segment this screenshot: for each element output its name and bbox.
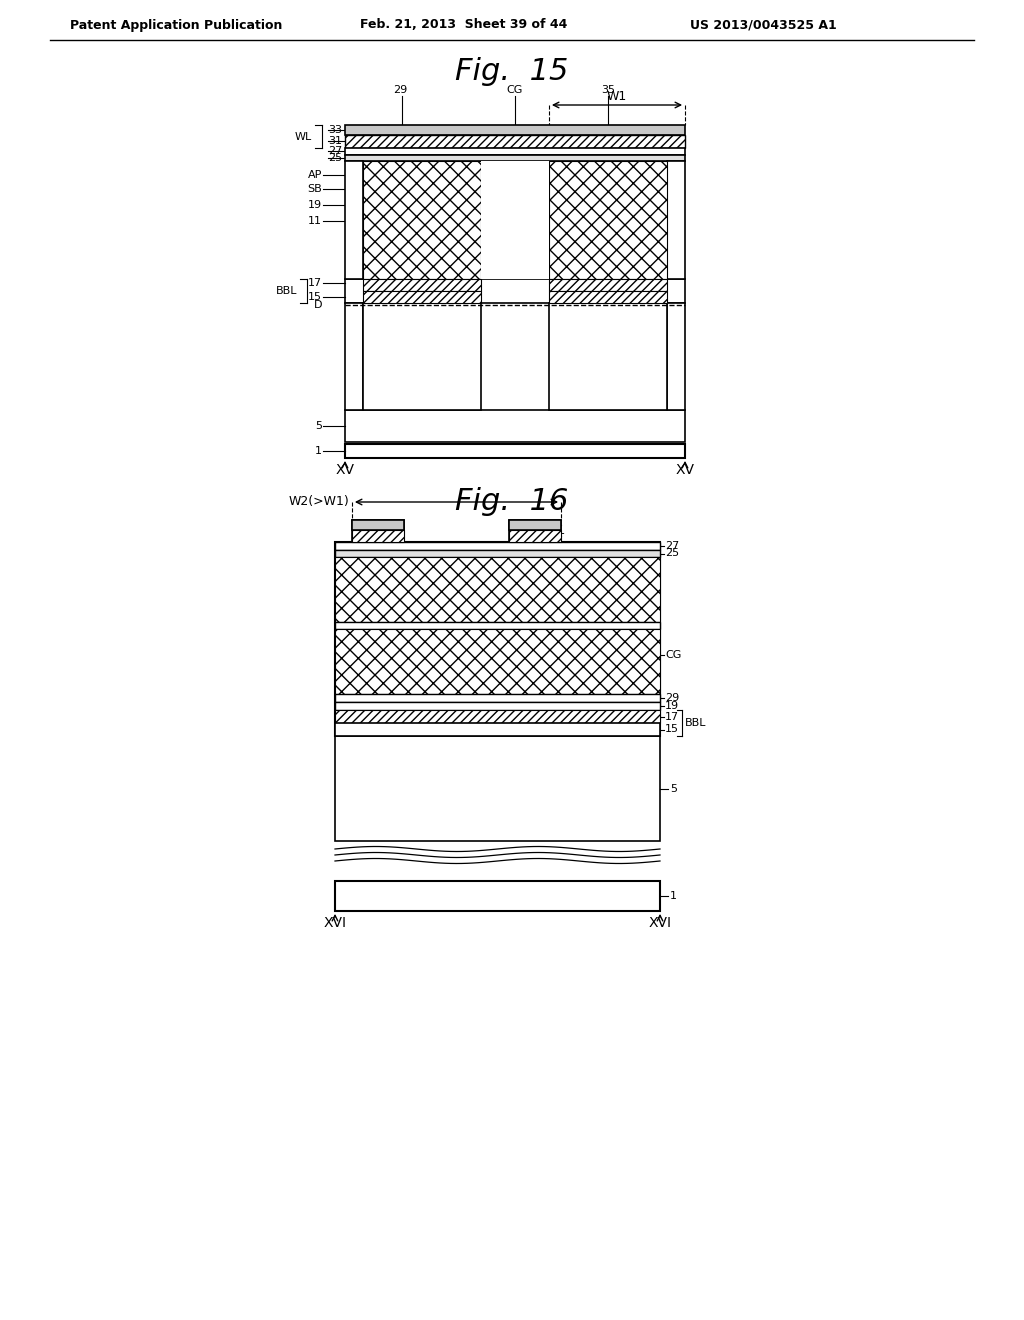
- Text: 29: 29: [393, 84, 408, 95]
- Text: 19: 19: [665, 701, 679, 711]
- Bar: [345, 154, 685, 161]
- Text: Fig.  16: Fig. 16: [456, 487, 568, 516]
- Text: 17: 17: [308, 279, 322, 288]
- Bar: [345, 411, 685, 442]
- Text: 5: 5: [315, 421, 322, 432]
- Bar: [335, 702, 660, 710]
- Text: WL: WL: [548, 525, 565, 536]
- Text: SB: SB: [307, 183, 322, 194]
- Text: 35: 35: [601, 84, 615, 95]
- Text: 1: 1: [670, 891, 677, 902]
- Text: 27: 27: [665, 541, 679, 550]
- Bar: [335, 723, 660, 737]
- Text: W1: W1: [607, 90, 627, 103]
- Bar: [335, 557, 660, 622]
- Bar: [352, 531, 404, 543]
- Text: XVI: XVI: [324, 916, 346, 931]
- Text: BBL: BBL: [275, 286, 297, 296]
- Text: D: D: [313, 300, 322, 310]
- Text: CG: CG: [665, 649, 681, 660]
- Bar: [509, 520, 561, 531]
- Text: W2(>W1): W2(>W1): [288, 495, 349, 508]
- Text: CG: CG: [507, 84, 523, 95]
- Bar: [549, 290, 667, 304]
- Text: 25: 25: [328, 153, 342, 162]
- Bar: [335, 550, 660, 557]
- Text: 31: 31: [328, 136, 342, 147]
- Text: XVI: XVI: [648, 916, 672, 931]
- Bar: [345, 444, 685, 458]
- Text: Feb. 21, 2013  Sheet 39 of 44: Feb. 21, 2013 Sheet 39 of 44: [360, 18, 567, 32]
- Bar: [345, 135, 685, 148]
- Text: XV: XV: [336, 463, 354, 477]
- Text: AP: AP: [307, 170, 322, 180]
- Text: 15: 15: [308, 292, 322, 302]
- Text: 15: 15: [665, 725, 679, 734]
- Text: WL: WL: [295, 132, 312, 141]
- Text: 29: 29: [665, 693, 679, 704]
- Bar: [549, 304, 667, 411]
- Text: BBL: BBL: [685, 718, 707, 729]
- Text: 33: 33: [328, 125, 342, 135]
- Bar: [345, 279, 685, 304]
- Bar: [345, 125, 685, 135]
- Bar: [509, 520, 561, 543]
- Bar: [667, 304, 685, 411]
- Bar: [345, 304, 362, 411]
- Bar: [335, 737, 660, 841]
- Bar: [362, 279, 481, 290]
- Bar: [362, 304, 481, 411]
- Bar: [549, 161, 667, 279]
- Bar: [335, 622, 660, 630]
- Text: 25: 25: [665, 549, 679, 558]
- Bar: [362, 161, 481, 279]
- Text: US 2013/0043525 A1: US 2013/0043525 A1: [690, 18, 837, 32]
- Text: 33: 33: [530, 520, 544, 531]
- Text: Fig.  15: Fig. 15: [456, 58, 568, 87]
- Bar: [549, 279, 667, 290]
- Bar: [509, 531, 561, 543]
- Text: 19: 19: [308, 201, 322, 210]
- Bar: [335, 694, 660, 702]
- Bar: [345, 148, 685, 154]
- Bar: [362, 290, 481, 304]
- Text: 17: 17: [665, 711, 679, 722]
- Text: 31: 31: [530, 531, 544, 541]
- Bar: [345, 161, 362, 279]
- Text: 1: 1: [315, 446, 322, 455]
- Bar: [352, 520, 404, 531]
- Text: XV: XV: [676, 463, 694, 477]
- Text: Patent Application Publication: Patent Application Publication: [70, 18, 283, 32]
- Bar: [335, 543, 660, 550]
- Text: 11: 11: [308, 216, 322, 226]
- Text: 5: 5: [670, 784, 677, 793]
- Bar: [335, 880, 660, 911]
- Bar: [335, 630, 660, 694]
- Bar: [335, 710, 660, 723]
- Bar: [667, 161, 685, 279]
- Bar: [335, 543, 660, 737]
- Text: 27: 27: [328, 147, 342, 156]
- Bar: [481, 161, 549, 279]
- Bar: [352, 520, 404, 543]
